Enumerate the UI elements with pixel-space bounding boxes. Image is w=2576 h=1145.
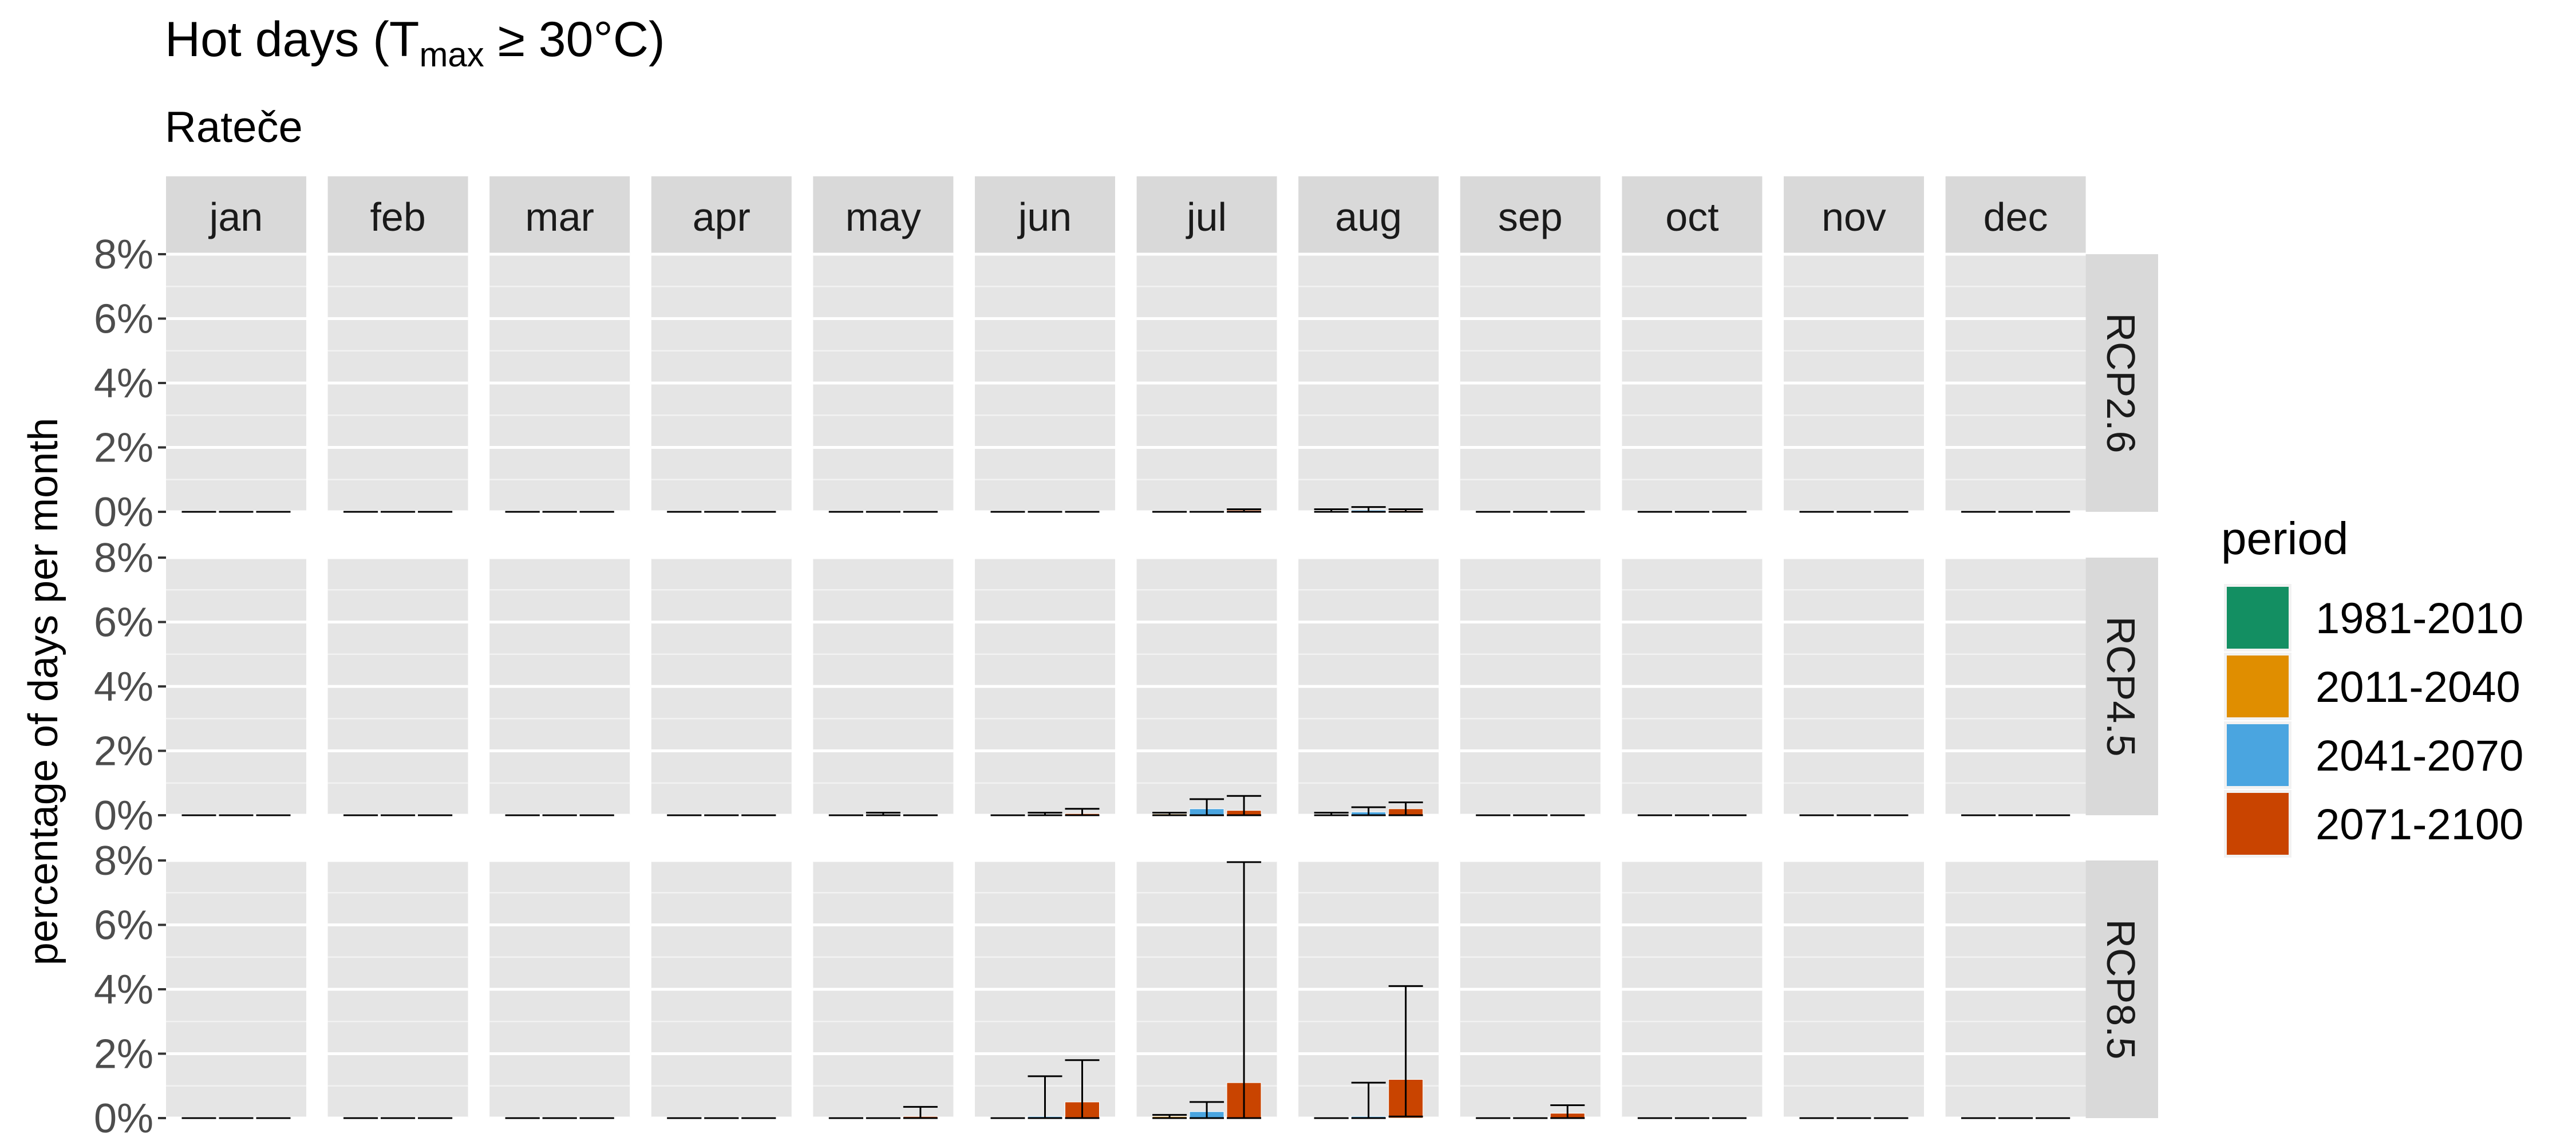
error-bar-RCP2.6-aug-2041-2070 xyxy=(1351,506,1386,513)
y-tick-label: 6% xyxy=(94,903,153,949)
strip-label-jul: jul xyxy=(1186,195,1227,239)
error-bar-RCP2.6-jul-2071-2100 xyxy=(1227,508,1262,513)
strip-label-rcp4-5: RCP4.5 xyxy=(2099,616,2143,756)
legend-label-2011-2040: 2011-2040 xyxy=(2316,663,2520,712)
error-bar-RCP4.5-jul-2041-2070 xyxy=(1190,798,1224,816)
strip-dec xyxy=(1945,176,2086,254)
strip-oct xyxy=(1622,176,1763,254)
strip-rcp2-6 xyxy=(2084,254,2158,512)
legend-title: period xyxy=(2221,513,2348,564)
strip-label-may: may xyxy=(846,195,921,239)
strip-rcp8-5 xyxy=(2084,860,2158,1118)
y-tick-label: 4% xyxy=(94,361,153,406)
legend-swatch-2011-2040 xyxy=(2227,656,2289,717)
strip-jul xyxy=(1136,176,1277,254)
strip-feb xyxy=(327,176,468,254)
y-tick-label: 2% xyxy=(94,1032,153,1077)
y-tick-label: 8% xyxy=(94,838,153,884)
chart-title-subscript: max xyxy=(419,35,484,74)
strip-label-feb: feb xyxy=(370,195,425,239)
error-bar-RCP4.5-aug-2011-2040 xyxy=(1314,812,1349,816)
error-bar-RCP2.6-aug-2071-2100 xyxy=(1388,508,1423,513)
legend-label-2071-2100: 2071-2100 xyxy=(2316,800,2523,849)
y-tick-label: 4% xyxy=(94,967,153,1013)
error-bar-RCP8.5-may-2071-2100 xyxy=(903,1105,938,1119)
chart-subtitle: Rateče xyxy=(165,103,303,152)
error-bar-RCP2.6-aug-2011-2040 xyxy=(1314,508,1349,513)
legend-swatch-2041-2070 xyxy=(2227,724,2289,786)
y-tick-label: 8% xyxy=(94,535,153,581)
strip-label-aug: aug xyxy=(1335,195,1402,239)
legend-swatch-2071-2100 xyxy=(2227,793,2289,855)
strip-rcp4-5 xyxy=(2084,558,2158,815)
strip-jun xyxy=(975,176,1115,254)
strip-sep xyxy=(1460,176,1601,254)
y-tick-label: 6% xyxy=(94,297,153,342)
strip-aug xyxy=(1298,176,1439,254)
strip-label-mar: mar xyxy=(525,195,594,239)
chart-title-rest: ≥ 30°C) xyxy=(484,12,665,67)
error-bar-RCP4.5-jun-2071-2100 xyxy=(1065,808,1100,816)
strip-label-dec: dec xyxy=(1984,195,2048,239)
strip-may xyxy=(813,176,954,254)
legend-swatch-1981-2010 xyxy=(2227,587,2289,649)
chart-title: Hot days (Tmax ≥ 30°C) xyxy=(165,12,665,74)
strip-label-jan: jan xyxy=(208,195,263,239)
y-tick-label: 2% xyxy=(94,425,153,471)
y-tick-label: 2% xyxy=(94,729,153,775)
error-bar-RCP4.5-jul-2071-2100 xyxy=(1227,795,1262,816)
strip-apr xyxy=(651,176,792,254)
error-bar-RCP4.5-may-2041-2070 xyxy=(866,812,900,816)
strip-jan xyxy=(166,176,306,254)
strip-mar xyxy=(489,176,630,254)
strip-label-rcp8-5: RCP8.5 xyxy=(2099,919,2143,1059)
chart-title-main: Hot days (T xyxy=(165,12,419,67)
legend-label-1981-2010: 1981-2010 xyxy=(2316,594,2523,643)
strip-label-oct: oct xyxy=(1665,195,1718,239)
error-bar-RCP8.5-aug-2071-2100 xyxy=(1388,985,1423,1118)
y-tick-label: 6% xyxy=(94,600,153,646)
legend-label-2041-2070: 2041-2070 xyxy=(2316,732,2523,780)
error-bar-RCP8.5-aug-2041-2070 xyxy=(1351,1081,1386,1119)
strip-label-sep: sep xyxy=(1498,195,1563,239)
strip-label-jun: jun xyxy=(1017,195,1072,239)
error-bar-RCP4.5-jun-2041-2070 xyxy=(1028,812,1062,816)
error-bar-RCP8.5-jul-2041-2070 xyxy=(1190,1101,1224,1119)
strip-label-apr: apr xyxy=(693,195,750,239)
y-tick-label: 8% xyxy=(94,232,153,278)
error-bar-RCP8.5-jun-2041-2070 xyxy=(1028,1075,1062,1119)
y-tick-label: 0% xyxy=(94,489,153,535)
y-tick-label: 0% xyxy=(94,793,153,839)
error-bar-RCP4.5-jul-2011-2040 xyxy=(1152,812,1187,816)
y-axis-label: percentage of days per month xyxy=(21,418,66,966)
strip-nov xyxy=(1784,176,1924,254)
y-tick-label: 0% xyxy=(94,1096,153,1142)
legend: period 1981-2010 2011-2040 2041-2070 2071-2… xyxy=(2221,513,2523,858)
error-bar-RCP4.5-aug-2041-2070 xyxy=(1351,806,1386,816)
error-bar-RCP4.5-aug-2071-2100 xyxy=(1388,802,1423,816)
strip-label-nov: nov xyxy=(1822,195,1886,239)
facet-panels: jan feb mar apr may jun jul aug sep oct nov dec RCP2… xyxy=(94,176,2158,1142)
error-bar-RCP8.5-sep-2071-2100 xyxy=(1550,1104,1585,1119)
strip-label-rcp2-6: RCP2.6 xyxy=(2099,313,2143,453)
error-bar-RCP8.5-jul-2071-2100 xyxy=(1227,861,1262,1119)
error-bar-RCP8.5-jul-2011-2040 xyxy=(1152,1114,1187,1119)
y-tick-label: 4% xyxy=(94,664,153,710)
error-bar-RCP8.5-jun-2071-2100 xyxy=(1065,1059,1100,1119)
